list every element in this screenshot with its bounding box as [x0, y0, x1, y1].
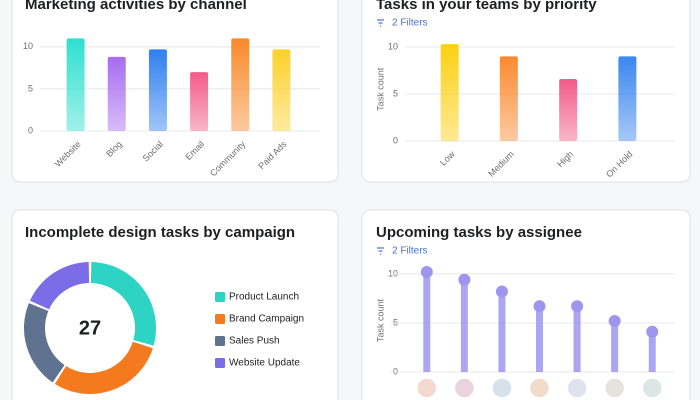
chart-title: Upcoming tasks by assignee	[376, 224, 582, 241]
lollipop-stem	[573, 306, 581, 372]
lollipop-head	[646, 325, 659, 338]
lollipop-head	[495, 285, 508, 298]
legend-swatch	[215, 358, 225, 368]
donut-segment	[23, 303, 65, 383]
legend-swatch	[215, 292, 225, 302]
chart-title: Tasks in your teams by priority	[376, 0, 597, 13]
bar	[440, 44, 459, 141]
legend-label: Product Launch	[229, 292, 299, 303]
lollipop-head	[533, 300, 546, 313]
bar	[231, 38, 250, 131]
assignee-avatar	[528, 377, 551, 399]
lollipop-stem	[498, 291, 506, 372]
lollipop-stem	[648, 331, 656, 372]
assignee-avatar	[566, 377, 588, 399]
legend-label: Brand Campaign	[229, 314, 304, 325]
y-tick-label: 10	[388, 41, 398, 51]
y-tick-label: 5	[28, 83, 33, 93]
y-tick-label: 0	[393, 135, 398, 145]
card	[361, 209, 691, 400]
y-axis-label: Task count	[375, 298, 385, 342]
legend-label: Website Update	[229, 358, 300, 369]
assignee-avatar	[603, 377, 626, 399]
bar	[148, 49, 167, 131]
chart-title: Marketing activities by channel	[25, 0, 247, 13]
card	[11, 0, 339, 183]
assignee-avatar	[641, 377, 663, 399]
donut-total: 27	[79, 317, 101, 339]
assignee-avatar	[491, 377, 513, 399]
card	[11, 209, 339, 400]
bar	[272, 49, 291, 131]
filter-label: 2 Filters	[392, 18, 428, 29]
donut-segment	[54, 341, 153, 394]
filter-label: 2 Filters	[392, 246, 428, 257]
y-tick-label: 5	[393, 88, 398, 98]
assignee-avatar	[453, 377, 476, 399]
y-tick-label: 0	[28, 125, 33, 135]
bar	[190, 72, 209, 131]
y-tick-label: 10	[23, 41, 33, 51]
lollipop-stem	[611, 320, 619, 372]
bar	[559, 78, 578, 141]
donut-segment	[90, 262, 156, 346]
filter-button[interactable]: 2 Filters	[377, 246, 428, 257]
legend-swatch	[215, 336, 225, 346]
filter-button[interactable]: 2 Filters	[377, 18, 428, 29]
chart-title: Incomplete design tasks by campaign	[25, 224, 295, 241]
y-tick-label: 5	[393, 317, 398, 327]
bar	[66, 38, 85, 131]
bar	[107, 56, 126, 131]
lollipop-head	[608, 314, 621, 327]
lollipop-stem	[423, 271, 431, 372]
y-axis-label: Task count	[375, 67, 385, 111]
bar	[499, 56, 518, 141]
lollipop-head	[420, 265, 433, 278]
lollipop-head	[458, 273, 471, 286]
y-tick-label: 0	[393, 366, 398, 376]
donut-segment	[29, 262, 90, 310]
lollipop-head	[571, 300, 584, 313]
legend-label: Sales Push	[229, 336, 280, 347]
legend-swatch	[215, 314, 225, 324]
lollipop-stem	[536, 306, 543, 372]
lollipop-stem	[460, 279, 468, 372]
assignee-avatar	[416, 377, 438, 399]
y-tick-label: 10	[388, 268, 398, 278]
bar	[618, 56, 637, 141]
